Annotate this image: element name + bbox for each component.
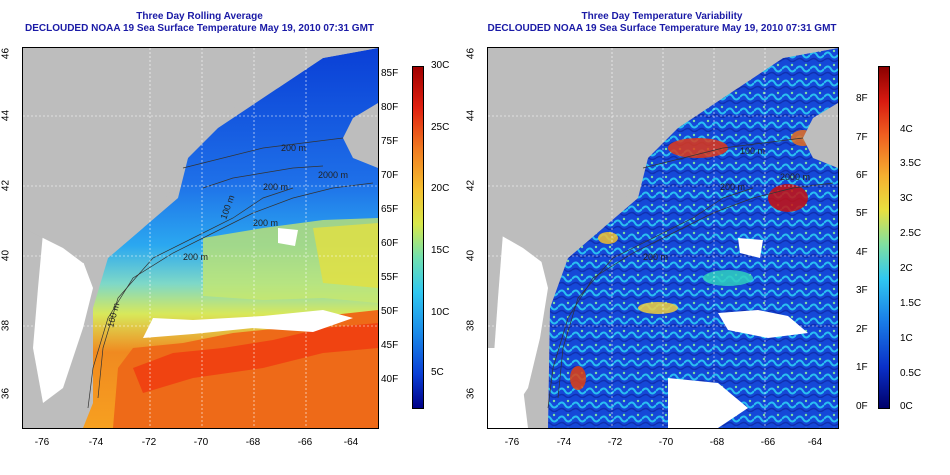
left-x-tick: -74	[88, 437, 104, 448]
left-cb-c-label: 15C	[431, 245, 450, 256]
left-y-tick: 40	[0, 249, 12, 262]
right-cb-f-label: 5F	[856, 208, 868, 219]
left-colorbar	[412, 66, 424, 409]
left-cb-f-label: 65F	[381, 204, 399, 215]
right-cb-f-label: 3F	[856, 285, 868, 296]
left-x-tick: -68	[245, 437, 261, 448]
left-y-tick: 36	[0, 387, 12, 400]
left-cb-c-label: 30C	[431, 60, 450, 71]
left-cb-c-label: 25C	[431, 122, 450, 133]
left-y-tick: 46	[0, 47, 12, 60]
left-cb-f-label: 75F	[381, 136, 399, 147]
right-cb-f-label: 0F	[856, 401, 868, 412]
right-cb-f-label: 7F	[856, 132, 868, 143]
right-x-tick: -66	[760, 437, 776, 448]
right-cb-f-label: 2F	[856, 324, 868, 335]
left-title-line2: DECLOUDED NOAA 19 Sea Surface Temperatur…	[24, 23, 375, 34]
left-cb-c-label: 5C	[431, 367, 444, 378]
right-x-tick: -74	[556, 437, 572, 448]
left-map-svg: 200 m 100 m 2000 m 200 m 200 m 100 m 200…	[23, 48, 378, 428]
left-grid	[23, 48, 378, 428]
right-hotspots	[570, 130, 815, 390]
left-cb-f-label: 40F	[381, 374, 399, 385]
right-title-line2: DECLOUDED NOAA 19 Sea Surface Temperatur…	[487, 23, 837, 34]
right-contour-labels: 100 m 2000 m 200 m 200 m	[643, 146, 810, 262]
right-cb-f-label: 8F	[856, 93, 868, 104]
left-land-ne	[23, 48, 378, 263]
right-cb-c-label: 3.5C	[900, 158, 922, 169]
left-y-tick: 38	[0, 319, 12, 332]
right-title-line1: Three Day Temperature Variability	[581, 11, 743, 22]
left-cb-c-label: 10C	[431, 307, 450, 318]
left-title-line1: Three Day Rolling Average	[136, 11, 263, 22]
right-map: 100 m 2000 m 200 m 200 m	[487, 47, 839, 429]
right-contour-label: 2000 m	[780, 172, 810, 182]
left-x-tick: -70	[193, 437, 209, 448]
right-cb-c-label: 3C	[900, 193, 913, 204]
right-y-tick: 46	[465, 47, 477, 60]
left-contour-label: 2000 m	[318, 170, 348, 180]
right-contour-label: 100 m	[740, 146, 765, 156]
left-y-tick: 44	[0, 109, 12, 122]
right-y-tick: 42	[465, 179, 477, 192]
left-cb-c-label: 20C	[431, 183, 450, 194]
left-title: Three Day Rolling Average DECLOUDED NOAA…	[22, 11, 377, 35]
left-contour-label: 200 m	[183, 252, 208, 262]
right-colorbar	[878, 66, 890, 409]
left-contour-label: 200 m	[281, 143, 306, 153]
right-x-tick: -70	[658, 437, 674, 448]
left-contour-label: 200 m	[253, 218, 278, 228]
left-cloud-gap	[143, 310, 353, 338]
right-grid	[488, 48, 838, 428]
right-x-tick: -68	[709, 437, 725, 448]
left-cb-f-label: 80F	[381, 102, 399, 113]
right-title: Three Day Temperature Variability DECLOU…	[487, 11, 837, 35]
right-cb-c-label: 2C	[900, 263, 913, 274]
right-x-tick: -72	[607, 437, 623, 448]
right-cb-f-label: 4F	[856, 247, 868, 258]
right-y-tick: 44	[465, 109, 477, 122]
right-cb-f-label: 6F	[856, 170, 868, 181]
right-cb-c-label: 0.5C	[900, 368, 922, 379]
left-cb-f-label: 70F	[381, 170, 399, 181]
left-x-tick: -66	[297, 437, 313, 448]
right-cb-c-label: 1C	[900, 333, 913, 344]
right-y-tick: 40	[465, 249, 477, 262]
left-y-tick: 42	[0, 179, 12, 192]
left-map: 200 m 100 m 2000 m 200 m 200 m 100 m 200…	[22, 47, 379, 429]
right-x-tick: -64	[807, 437, 823, 448]
left-contours	[87, 137, 374, 409]
right-y-tick: 38	[465, 319, 477, 332]
right-contour-label: 200 m	[643, 252, 668, 262]
right-cb-c-label: 1.5C	[900, 298, 922, 309]
left-x-tick: -64	[343, 437, 359, 448]
left-cb-f-label: 55F	[381, 272, 399, 283]
left-cb-f-label: 60F	[381, 238, 399, 249]
right-map-svg: 100 m 2000 m 200 m 200 m	[488, 48, 838, 428]
right-cloud-gap	[718, 310, 808, 338]
right-x-tick: -76	[504, 437, 520, 448]
left-cb-f-label: 45F	[381, 340, 399, 351]
right-cb-c-label: 4C	[900, 124, 913, 135]
left-contour-label: 200 m	[263, 182, 288, 192]
right-contour-label: 200 m	[720, 182, 745, 192]
right-y-tick: 36	[465, 387, 477, 400]
left-cb-f-label: 50F	[381, 306, 399, 317]
right-contours	[547, 137, 834, 409]
right-cb-c-label: 0C	[900, 401, 913, 412]
right-cb-f-label: 1F	[856, 362, 868, 373]
left-x-tick: -76	[34, 437, 50, 448]
left-x-tick: -72	[141, 437, 157, 448]
left-contour-labels: 200 m 100 m 2000 m 200 m 200 m 100 m 200…	[105, 143, 348, 329]
left-cb-f-label: 85F	[381, 68, 399, 79]
right-cb-c-label: 2.5C	[900, 228, 922, 239]
right-land-ne	[488, 48, 838, 263]
